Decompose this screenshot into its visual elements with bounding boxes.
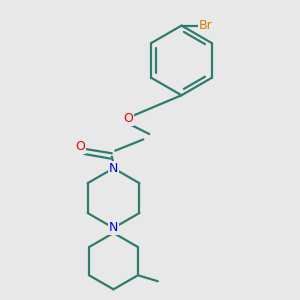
Text: N: N	[109, 221, 118, 235]
Text: O: O	[75, 140, 85, 153]
Text: N: N	[109, 162, 118, 175]
Text: O: O	[124, 112, 134, 125]
Text: Br: Br	[199, 19, 213, 32]
